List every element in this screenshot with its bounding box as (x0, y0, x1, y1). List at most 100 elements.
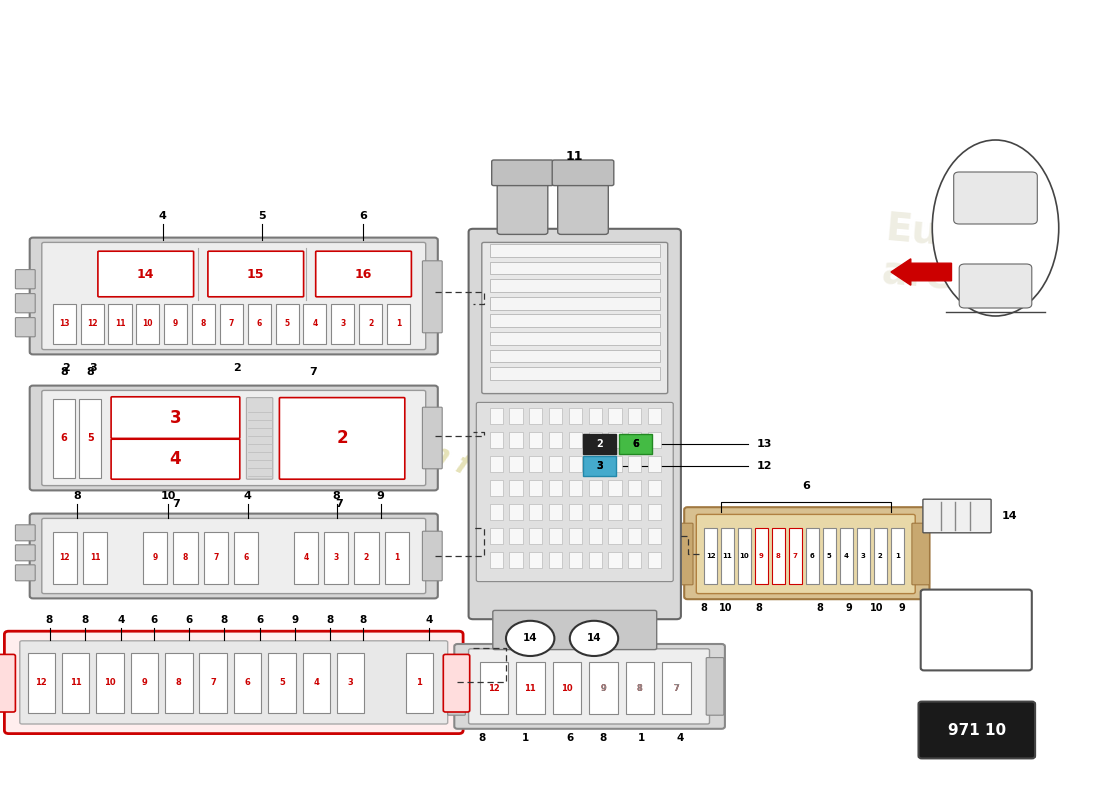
Text: 12: 12 (706, 553, 715, 559)
FancyBboxPatch shape (588, 480, 602, 496)
Text: 7: 7 (309, 367, 318, 377)
FancyBboxPatch shape (921, 590, 1032, 670)
FancyBboxPatch shape (279, 398, 405, 479)
FancyBboxPatch shape (529, 552, 542, 568)
Text: 8: 8 (701, 603, 707, 613)
FancyBboxPatch shape (490, 262, 660, 274)
FancyBboxPatch shape (97, 653, 123, 713)
Text: 4: 4 (304, 554, 309, 562)
Text: 6: 6 (151, 615, 157, 625)
Text: 8: 8 (332, 491, 341, 501)
Text: 8: 8 (600, 734, 606, 743)
Ellipse shape (933, 140, 1058, 316)
Text: 14: 14 (1002, 511, 1018, 521)
FancyBboxPatch shape (569, 504, 582, 520)
Text: 7: 7 (673, 684, 679, 693)
FancyBboxPatch shape (15, 525, 35, 541)
Text: 4: 4 (426, 615, 432, 625)
FancyBboxPatch shape (220, 304, 243, 344)
Text: 9: 9 (153, 554, 158, 562)
FancyBboxPatch shape (20, 641, 448, 724)
FancyBboxPatch shape (443, 654, 470, 712)
Text: 13: 13 (59, 319, 69, 329)
FancyBboxPatch shape (233, 653, 262, 713)
Text: 12: 12 (757, 461, 772, 471)
FancyBboxPatch shape (738, 528, 751, 584)
FancyBboxPatch shape (619, 434, 652, 454)
FancyBboxPatch shape (448, 658, 465, 715)
FancyBboxPatch shape (30, 386, 438, 490)
FancyBboxPatch shape (823, 528, 836, 584)
FancyBboxPatch shape (164, 304, 187, 344)
FancyBboxPatch shape (30, 238, 438, 354)
FancyBboxPatch shape (28, 653, 55, 713)
FancyBboxPatch shape (42, 390, 426, 486)
FancyBboxPatch shape (331, 304, 354, 344)
FancyBboxPatch shape (805, 528, 818, 584)
Text: 6: 6 (243, 554, 249, 562)
FancyArrow shape (891, 259, 952, 286)
Text: 7: 7 (172, 499, 180, 509)
FancyBboxPatch shape (490, 456, 503, 472)
FancyBboxPatch shape (529, 504, 542, 520)
FancyBboxPatch shape (30, 514, 438, 598)
Text: 14: 14 (522, 634, 538, 643)
Text: 8: 8 (86, 367, 95, 377)
Text: 7: 7 (673, 684, 679, 693)
FancyBboxPatch shape (4, 631, 463, 734)
Text: 6: 6 (60, 434, 67, 443)
FancyBboxPatch shape (53, 304, 76, 344)
FancyBboxPatch shape (608, 528, 622, 544)
Text: 14: 14 (138, 267, 154, 281)
FancyBboxPatch shape (480, 662, 508, 714)
FancyBboxPatch shape (608, 552, 622, 568)
Text: 10: 10 (161, 491, 176, 501)
FancyBboxPatch shape (490, 504, 503, 520)
FancyBboxPatch shape (549, 480, 562, 496)
FancyBboxPatch shape (79, 399, 101, 478)
Text: 11: 11 (525, 684, 537, 693)
Text: 8: 8 (637, 684, 642, 693)
FancyBboxPatch shape (626, 662, 654, 714)
Text: 1: 1 (394, 554, 399, 562)
FancyBboxPatch shape (549, 432, 562, 448)
FancyBboxPatch shape (406, 653, 433, 713)
FancyBboxPatch shape (15, 318, 35, 337)
Text: 10: 10 (719, 603, 733, 613)
Text: 6: 6 (256, 615, 263, 625)
Text: 1: 1 (396, 319, 402, 329)
FancyBboxPatch shape (608, 432, 622, 448)
FancyBboxPatch shape (569, 408, 582, 424)
FancyBboxPatch shape (696, 514, 915, 594)
FancyBboxPatch shape (569, 432, 582, 448)
Text: 13: 13 (757, 438, 772, 449)
FancyBboxPatch shape (583, 456, 616, 476)
Circle shape (506, 621, 554, 656)
FancyBboxPatch shape (549, 552, 562, 568)
FancyBboxPatch shape (53, 532, 77, 584)
Text: 9: 9 (142, 678, 147, 687)
FancyBboxPatch shape (490, 367, 660, 380)
Text: 10: 10 (561, 684, 573, 693)
Text: 16: 16 (355, 267, 372, 281)
FancyBboxPatch shape (648, 432, 661, 448)
FancyBboxPatch shape (628, 504, 641, 520)
FancyBboxPatch shape (15, 294, 35, 313)
FancyBboxPatch shape (204, 532, 228, 584)
Circle shape (570, 621, 618, 656)
FancyBboxPatch shape (628, 408, 641, 424)
FancyBboxPatch shape (648, 480, 661, 496)
FancyBboxPatch shape (316, 251, 411, 297)
FancyBboxPatch shape (954, 172, 1037, 224)
Text: 2: 2 (337, 430, 348, 447)
Text: 4: 4 (314, 678, 319, 687)
FancyBboxPatch shape (583, 434, 616, 454)
FancyBboxPatch shape (42, 242, 426, 350)
Text: 1: 1 (417, 678, 422, 687)
Text: 9: 9 (846, 603, 852, 613)
FancyBboxPatch shape (422, 531, 442, 581)
FancyBboxPatch shape (648, 408, 661, 424)
FancyBboxPatch shape (469, 229, 681, 619)
FancyBboxPatch shape (608, 504, 622, 520)
Text: 8: 8 (327, 615, 333, 625)
